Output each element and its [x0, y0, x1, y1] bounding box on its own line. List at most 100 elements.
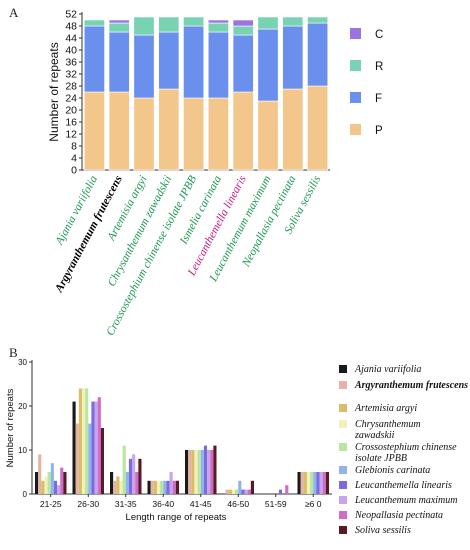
panel-a-y-tick-label: 28 — [65, 81, 77, 93]
panel-a-legend-swatch-F — [350, 92, 361, 103]
panel-b-y-tick-label: 20 — [18, 402, 27, 411]
panel-b-bar — [156, 480, 161, 494]
panel-b-x-tick-label: 41-45 — [190, 499, 212, 509]
panel-a-bar-P — [282, 88, 304, 171]
panel-b-bar — [35, 472, 39, 494]
panel-b-bar — [325, 472, 329, 494]
panel-b-bar — [197, 450, 201, 494]
panel-b-legend-label: Glebionis carinata — [355, 465, 430, 476]
panel-b-y-tick-label: 30 — [18, 358, 27, 367]
panel-b-bar — [166, 480, 170, 494]
panel-a-y-axis-label: Number of repeats — [47, 42, 61, 141]
panel-a-bar-F — [108, 31, 130, 93]
panel-b-bar — [241, 489, 245, 494]
panel-b-bar — [175, 480, 179, 494]
panel-b-bar — [110, 472, 114, 494]
panel-b-bar — [225, 489, 229, 494]
panel-b-bar — [97, 397, 101, 494]
panel-b-legend-swatch — [339, 496, 347, 504]
panel-b-bar — [322, 472, 326, 494]
panel-b-x-tick-label: 46-50 — [227, 499, 249, 509]
panel-b-y-tick-label: 0 — [23, 490, 28, 499]
panel-a-bar-R — [207, 22, 229, 33]
panel-b-legend-swatch — [339, 381, 347, 389]
panel-b-bar — [194, 450, 198, 494]
panel-b-legend-swatch — [339, 526, 347, 534]
panel-b-bar — [125, 472, 129, 494]
panel-b-x-tick-label: 26-30 — [77, 499, 99, 509]
panel-a-y-tick-label: 8 — [71, 141, 77, 153]
panel-a-y-tick-label: 52 — [65, 9, 77, 21]
panel-a-y-tick-label: 24 — [65, 93, 77, 105]
panel-b-x-tick-label: 36-40 — [152, 499, 174, 509]
panel-a-bar-C — [232, 19, 254, 27]
panel-b-legend-label: Artemisia argyi — [354, 403, 417, 414]
panel-a-y-tick-label: 36 — [65, 57, 77, 69]
panel-a-y-tick-label: 40 — [65, 45, 77, 57]
panel-b-bar — [75, 423, 79, 494]
panel-b-bar — [210, 450, 214, 494]
panel-b-bar — [57, 485, 61, 494]
panel-b-bar — [150, 480, 154, 494]
panel-b-bar — [81, 388, 86, 494]
panel-b-bar — [132, 454, 136, 494]
panel-b-bar — [78, 388, 82, 494]
panel-a-y-tick-label: 16 — [65, 117, 77, 129]
panel-b-bar — [297, 472, 301, 494]
panel-b-legend-swatch — [339, 481, 347, 489]
panel-b-bar — [313, 472, 317, 494]
panel-a-bar-P — [158, 88, 180, 171]
panel-b-legend-label: Ajania variifolia — [354, 364, 421, 375]
panel-a-label: A — [9, 5, 19, 20]
panel-a-legend-label: P — [375, 125, 383, 137]
panel-b-bar — [94, 401, 98, 494]
panel-b-bar — [85, 388, 89, 494]
panel-a-legend-swatch-C — [350, 28, 361, 39]
panel-b-bar — [200, 450, 204, 494]
panel-b-legend-label: Leucanthemella linearis — [354, 480, 452, 491]
panel-a-bar-F — [282, 25, 304, 90]
panel-b-bar — [135, 472, 139, 494]
panel-a-y-tick-label: 4 — [71, 153, 77, 165]
panel-b-bar — [250, 480, 254, 494]
panel-a-y-tick-label: 32 — [65, 69, 77, 81]
panel-b-bar — [306, 472, 311, 494]
panel-b-bar — [41, 480, 45, 494]
panel-b-legend-swatch — [339, 443, 347, 451]
panel-a-y-tick-label: 48 — [65, 21, 77, 33]
panel-a-bar-P — [307, 85, 329, 171]
panel-b-bar — [213, 445, 217, 494]
panel-a-bar-F — [257, 28, 279, 102]
panel-b-bar — [63, 472, 67, 494]
panel-b-y-tick-label: 10 — [18, 446, 27, 455]
panel-b-bar — [203, 445, 208, 494]
panel-b-legend-swatch — [339, 466, 347, 474]
panel-a-bar-R — [83, 19, 105, 27]
panel-a-bar-R — [108, 22, 130, 33]
panel-b-bar — [185, 450, 189, 494]
panel-a-y-tick-label: 20 — [65, 105, 77, 117]
panel-a-y-tick-label: 0 — [71, 165, 77, 177]
panel-b-bar — [128, 458, 133, 494]
panel-a-bar-F — [307, 22, 329, 87]
panel-a-legend-label: F — [375, 93, 382, 105]
panel-a-bar-R — [232, 25, 254, 36]
panel-b-bar — [88, 423, 92, 494]
panel-b-x-tick-label: 21-25 — [40, 499, 62, 509]
panel-b-x-tick-label: 31-35 — [115, 499, 137, 509]
panel-a-bar-F — [232, 34, 254, 93]
panel-a-bar-P — [207, 97, 229, 171]
panel-b-x-axis-label: Length range of repeats — [126, 512, 227, 523]
panel-b-x-tick-label: ≥6 0 — [305, 499, 322, 509]
panel-a-bar-R — [158, 16, 180, 33]
panel-a-legend-swatch-P — [350, 124, 361, 135]
panel-b-bar — [119, 480, 123, 494]
panel-b-bar — [153, 480, 157, 494]
panel-b-bar — [163, 480, 167, 494]
panel-b-bar — [188, 450, 192, 494]
panel-a-bar-F — [183, 25, 205, 99]
panel-b-x-tick-label: 51-59 — [265, 499, 287, 509]
panel-a-legend-label: C — [375, 29, 383, 41]
panel-b-legend-label: Soliva sessilis — [355, 525, 411, 536]
